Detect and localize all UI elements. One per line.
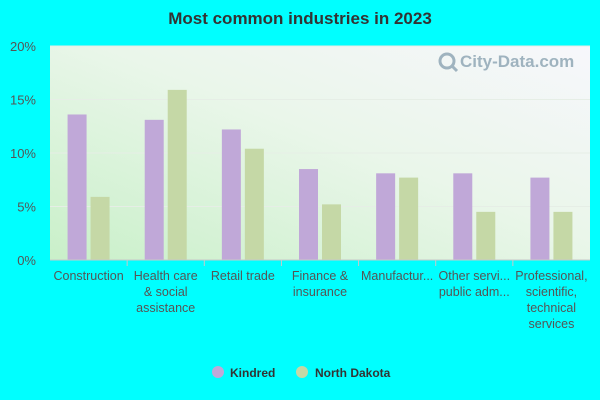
x-tick-label: Health care & social assistance bbox=[134, 269, 198, 315]
bar-north-dakota bbox=[167, 89, 187, 261]
y-tick-label: 5% bbox=[17, 200, 36, 215]
x-tick-label: Professional, scientific, technical service… bbox=[515, 269, 587, 331]
bar-kindred bbox=[221, 129, 241, 260]
x-axis: Construction Health care & social assistanc… bbox=[50, 259, 590, 331]
watermark-search-handle bbox=[450, 64, 459, 73]
y-tick-label: 0% bbox=[17, 253, 36, 268]
grid-lines bbox=[50, 45, 590, 207]
x-tick-label: Construction bbox=[53, 269, 123, 283]
bar-north-dakota bbox=[553, 211, 573, 260]
bar-north-dakota bbox=[244, 148, 264, 260]
bar-north-dakota bbox=[90, 196, 110, 260]
bar-north-dakota bbox=[322, 204, 341, 260]
y-tick-label: 15% bbox=[10, 93, 36, 108]
bar-kindred bbox=[67, 114, 87, 260]
bar-kindred bbox=[530, 177, 550, 260]
x-tick-label: Finance & insurance bbox=[292, 269, 349, 299]
y-axis: 0% 5% 10% 15% 20% bbox=[10, 39, 36, 268]
bars bbox=[67, 89, 573, 261]
x-tick-label: Other servi... public adm... bbox=[439, 269, 511, 299]
legend: Kindred North Dakota bbox=[212, 366, 391, 380]
legend-label: Kindred bbox=[230, 366, 275, 380]
chart-title: Most common industries in 2023 bbox=[168, 9, 432, 28]
y-tick-label: 10% bbox=[10, 146, 36, 161]
bar-kindred bbox=[453, 173, 473, 260]
bar-north-dakota bbox=[399, 177, 419, 260]
legend-swatch bbox=[212, 366, 224, 378]
bar-kindred bbox=[144, 119, 164, 260]
x-tick-label: Retail trade bbox=[211, 269, 275, 283]
bar-kindred bbox=[376, 173, 396, 260]
legend-swatch bbox=[296, 366, 308, 378]
watermark-search-icon bbox=[438, 52, 456, 70]
x-tick-label: Manufactur... bbox=[361, 269, 433, 283]
bar-kindred bbox=[299, 169, 318, 260]
legend-label: North Dakota bbox=[315, 366, 391, 380]
y-tick-label: 20% bbox=[10, 39, 36, 54]
bar-north-dakota bbox=[476, 211, 496, 260]
watermark: City-Data.com bbox=[438, 52, 574, 73]
watermark-text: City-Data.com bbox=[460, 52, 574, 71]
